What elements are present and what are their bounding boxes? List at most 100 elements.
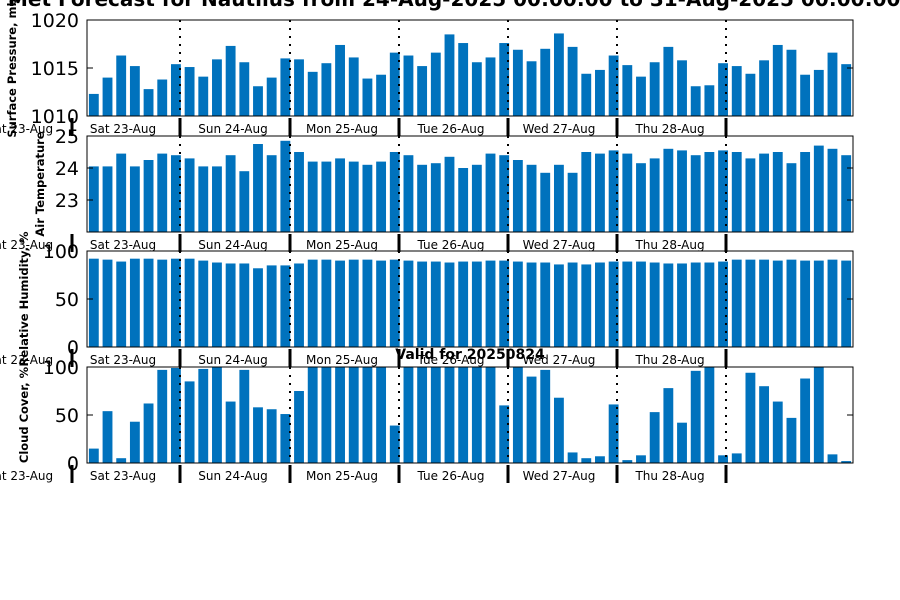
bar <box>376 260 387 347</box>
bar <box>430 163 441 232</box>
bar <box>485 57 496 116</box>
bar <box>595 456 605 463</box>
bar <box>417 66 428 116</box>
x-tick-label: Sun 24-Aug <box>198 469 267 483</box>
bar <box>745 158 756 232</box>
bar <box>116 261 127 347</box>
bar <box>184 158 195 232</box>
bar <box>198 260 209 347</box>
bar <box>225 45 236 116</box>
bar <box>649 262 660 347</box>
bar <box>129 66 140 116</box>
y-axis-label: Surface Pressure, mb <box>5 0 19 138</box>
bar <box>540 48 551 116</box>
x-tick-label: Mon 25-Aug <box>306 469 378 483</box>
bar <box>321 259 332 347</box>
bar <box>485 367 496 463</box>
bar <box>841 461 852 463</box>
x-tick-label: Sat 23-Aug <box>0 353 53 367</box>
bar <box>116 55 127 116</box>
bar <box>800 378 811 463</box>
bar <box>321 367 332 463</box>
bar <box>813 260 824 347</box>
bar <box>772 44 783 116</box>
bar <box>280 265 291 347</box>
y-tick-label: 0 <box>67 337 79 359</box>
bar <box>143 258 154 347</box>
y-axis-label: Relative Humidity, % <box>17 231 31 366</box>
bar <box>184 258 195 347</box>
bar <box>827 52 838 116</box>
bar <box>718 455 728 463</box>
x-tick-label: Wed 27-Aug <box>523 469 596 483</box>
bar <box>335 367 345 463</box>
bar <box>841 64 852 116</box>
bar <box>677 422 687 463</box>
bar <box>335 158 345 232</box>
bar <box>663 388 674 463</box>
bar <box>253 407 263 463</box>
bar <box>88 93 99 116</box>
bar <box>348 259 359 347</box>
bar <box>321 63 332 116</box>
bar <box>636 455 646 463</box>
bar <box>567 172 578 232</box>
y-tick-label: 0 <box>67 453 79 475</box>
bar <box>595 262 605 347</box>
bar <box>690 370 701 463</box>
x-tick-label: Sun 24-Aug <box>198 238 267 252</box>
bar <box>595 153 605 232</box>
y-tick-label: 100 <box>43 357 79 379</box>
x-tick-label: Wed 27-Aug <box>523 122 596 136</box>
bar <box>759 386 770 463</box>
bar <box>704 85 715 116</box>
bar <box>690 155 701 232</box>
bar <box>294 59 304 116</box>
bar <box>581 73 592 116</box>
bar <box>581 264 592 347</box>
bar <box>88 258 99 347</box>
x-tick-label: Sat 23-Aug <box>90 238 156 252</box>
bar <box>389 52 400 116</box>
bar <box>731 152 742 232</box>
bar <box>212 367 222 463</box>
bar <box>239 171 250 232</box>
bar <box>116 153 127 232</box>
bar <box>731 259 742 347</box>
bar <box>348 367 359 463</box>
bar <box>198 166 209 232</box>
bar <box>212 59 222 116</box>
x-tick-label: Thu 28-Aug <box>634 122 704 136</box>
bar <box>485 153 496 232</box>
bar <box>129 166 140 232</box>
bar <box>184 381 195 463</box>
y-tick-label: 1020 <box>31 10 79 32</box>
bar <box>266 155 277 232</box>
bar <box>157 369 168 463</box>
bar <box>759 153 770 232</box>
bar <box>786 259 797 347</box>
bar <box>266 409 277 463</box>
bar <box>348 161 359 232</box>
bar <box>280 414 291 463</box>
bar <box>362 367 373 463</box>
figure-title: Met Forecast for Nautilus from 24-Aug-20… <box>8 0 900 11</box>
bar <box>266 77 277 116</box>
x-tick-label: Sat 23-Aug <box>0 238 53 252</box>
bar <box>170 155 181 232</box>
bar <box>225 263 236 347</box>
bar <box>458 43 469 116</box>
x-tick-label: Mon 25-Aug <box>306 238 378 252</box>
bar <box>499 260 510 347</box>
bar <box>813 145 824 232</box>
bar <box>745 259 756 347</box>
bar <box>553 164 564 232</box>
bar <box>376 161 387 232</box>
bar <box>526 61 537 116</box>
bar <box>294 263 304 347</box>
bar <box>294 152 304 232</box>
bar <box>471 261 482 347</box>
bar <box>458 367 469 463</box>
bar <box>362 78 373 116</box>
